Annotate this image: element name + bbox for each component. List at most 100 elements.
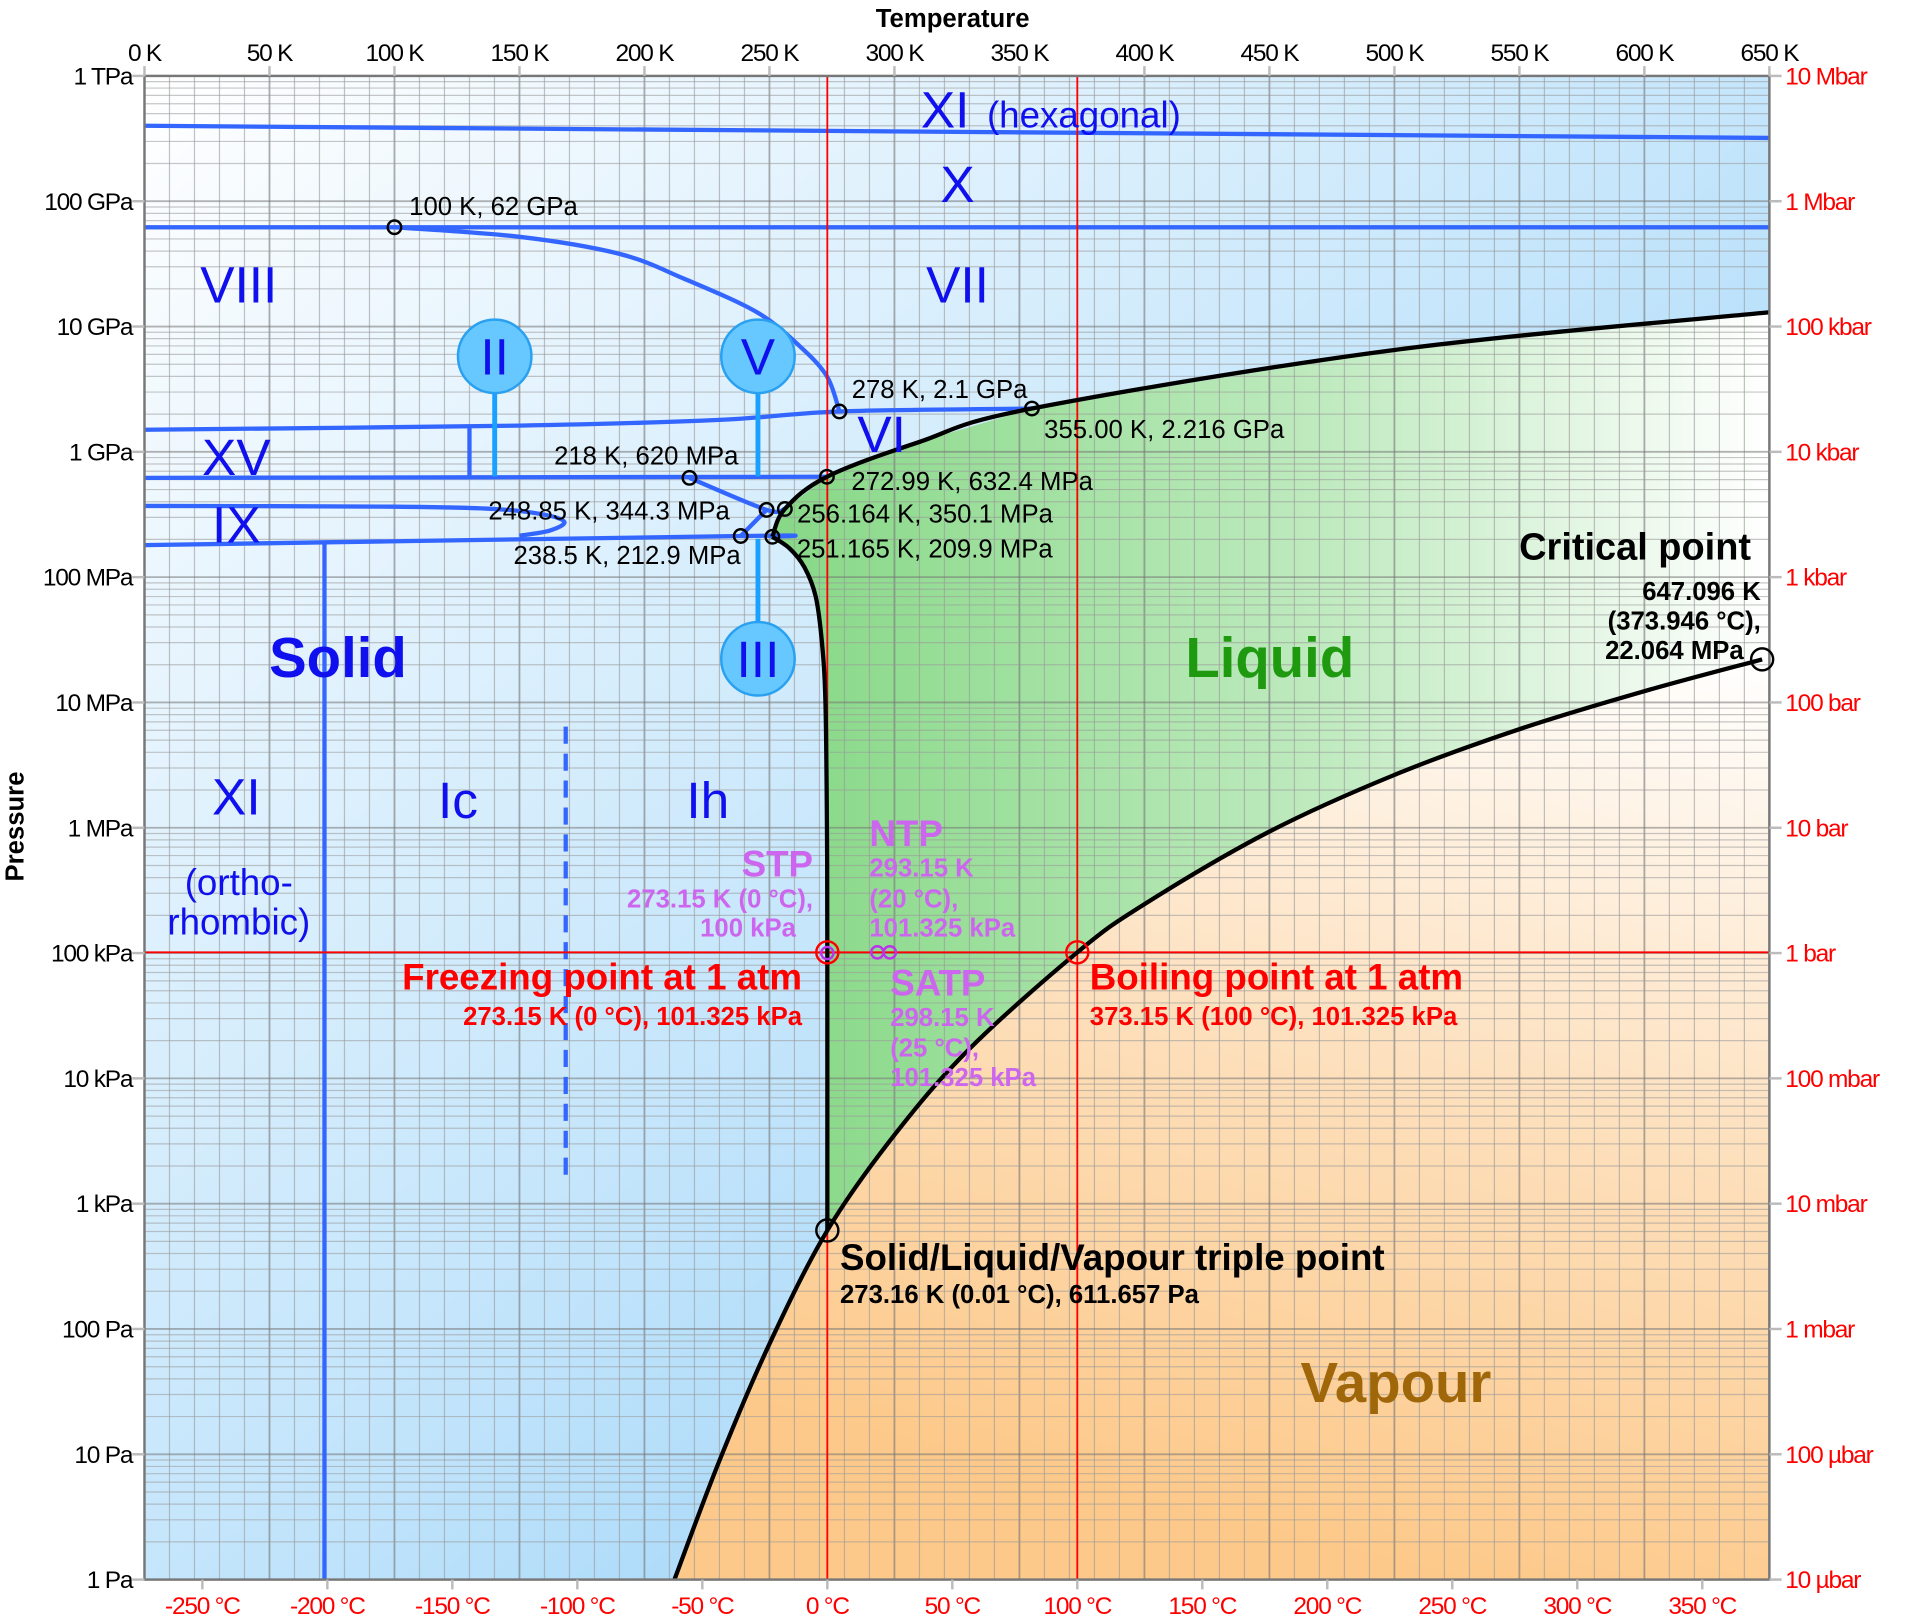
x-tick-label-kelvin: 600 K [1615,40,1675,67]
ntp-label: NTP 293.15 K (20 °C), 101.325 kPa [869,813,1015,943]
phase-label-xi-orth: XI [212,767,261,825]
phase-label-viii: VIII [200,255,277,313]
ice-v-marker: V [720,318,796,395]
satp-line3: 101.325 kPa [890,1064,1036,1092]
x-tick-label-kelvin: 550 K [1490,40,1550,67]
satp-label: SATP 298.15 K (25 °C), 101.325 kPa [890,963,1036,1093]
y-tick-label-pascal: 10 MPa [55,690,134,717]
y-tick-label-pascal: 1 MPa [68,815,134,842]
y-tick-label-pascal: 1 TPa [74,63,134,90]
x-tick-label-kelvin: 650 K [1740,40,1800,67]
y-tick-label-bar: 10 µbar [1785,1567,1861,1594]
x-tick-label-kelvin: 100 K [366,40,426,67]
stp-line2: 100 kPa [700,915,796,943]
phase-label-ii: II [480,328,509,386]
y-tick-label-bar: 100 bar [1785,690,1860,717]
point-marker [818,468,835,485]
y-tick-label-bar: 10 bar [1785,815,1848,842]
satp-line2: (25 °C), [890,1035,979,1063]
point-label: 256.164 K, 350.1 MPa [797,500,1053,528]
y-tick-label-pascal: 10 kPa [63,1066,133,1093]
stp-title: STP [742,844,813,885]
ice-boundary-line [144,474,827,480]
boiling-point-sub: 373.15 K (100 °C), 101.325 kPa [1090,1003,1458,1031]
y-tick-label-pascal: 100 MPa [43,565,134,592]
ice-boundary-line [394,225,842,413]
freezing-point-marker [815,940,840,965]
triple-point-marker [815,1218,840,1243]
y-tick-label-bar: 1 bar [1785,941,1836,968]
point-marker [681,469,698,486]
boiling-point-title: Boiling point at 1 atm [1090,956,1463,997]
satp-line1: 298.15 K [890,1004,995,1032]
point-label: 100 K, 62 GPa [409,193,578,221]
satp-marker [882,944,898,960]
ice-boundary-line [144,123,1770,141]
y-tick-label-bar: 1 mbar [1785,1317,1855,1344]
x-tick-label-celsius: -250 °C [165,1593,240,1620]
y-tick-label-pascal: 1 Pa [87,1567,134,1594]
axis-ticks: 0 K 50 K 100 K 150 K 200 K 250 K 300 K 350 K 400… [43,40,1881,1620]
x-tick-label-kelvin: 150 K [491,40,551,67]
y-tick-label-bar: 10 mbar [1785,1191,1867,1218]
y-tick-label-bar: 10 kbar [1785,439,1859,466]
phase-note-rhombic: rhombic) [167,901,310,942]
x-tick-label-kelvin: 400 K [1116,40,1176,67]
y-tick-label-bar: 100 kbar [1785,314,1872,341]
phase-note-hexagonal: (hexagonal) [987,94,1181,135]
high-pressure-melting-curve [770,310,1770,538]
point-label: 238.5 K, 212.9 MPa [513,542,741,570]
x-tick-label-celsius: 300 °C [1543,1593,1611,1620]
y-tick-label-pascal: 1 kPa [76,1191,134,1218]
y-tick-label-pascal: 100 Pa [62,1317,134,1344]
y-tick-label-pascal: 100 GPa [44,189,134,216]
freezing-point-sub: 273.15 K (0 °C), 101.325 kPa [463,1003,803,1031]
x-tick-label-celsius: -50 °C [671,1593,734,1620]
phase-label-x: X [940,155,974,213]
x-axis-title: Temperature [876,5,1030,33]
point-marker [764,528,781,545]
point-marker [732,528,749,544]
phase-label-iii: III [737,630,780,688]
phase-markers [492,393,761,623]
phase-label-xi-hex: XI [921,80,970,138]
x-tick-label-kelvin: 350 K [991,40,1051,67]
grid [144,75,1770,1580]
ntp-line3: 101.325 kPa [869,915,1015,943]
critical-point-label: Critical point 647.096 K (373.946 °C), 2… [1519,527,1761,665]
phase-label-liquid: Liquid [1185,626,1354,689]
ntp-title: NTP [869,813,942,854]
x-tick-label-celsius: 100 °C [1043,1593,1111,1620]
point-label: 355.00 K, 2.216 GPa [1044,416,1285,444]
ntp-line2: (20 °C), [869,885,958,913]
ice-boundary-line [144,503,567,538]
stp-line1: 273.15 K (0 °C), [627,885,813,913]
ice-iii-marker: III [720,620,796,697]
boiling-point-marker [1065,940,1090,965]
x-tick-label-kelvin: 50 K [247,40,294,67]
freezing-point-title: Freezing point at 1 atm [402,956,802,997]
phase-note-ortho: (ortho- [185,862,293,903]
stp-marker [819,945,835,961]
y-tick-label-bar: 100 µbar [1785,1442,1873,1469]
y-tick-label-bar: 1 Mbar [1785,189,1855,216]
point-marker [386,219,403,236]
vapour-pressure-curve [672,657,1763,1580]
y-tick-label-pascal: 100 kPa [51,941,134,968]
x-tick-label-kelvin: 500 K [1365,40,1425,67]
y-tick-label-pascal: 10 GPa [57,314,134,341]
point-label: 218 K, 620 MPa [554,442,739,470]
ntp-line1: 293.15 K [869,855,974,883]
vapour-region [674,659,1770,1580]
ice-phase-boundaries [144,123,1770,1580]
x-tick-label-celsius: -100 °C [540,1593,615,1620]
x-tick-label-celsius: -200 °C [290,1593,365,1620]
x-tick-label-kelvin: 0 K [128,40,163,67]
x-tick-label-celsius: -150 °C [415,1593,490,1620]
point-marker [831,403,848,420]
x-tick-label-celsius: 200 °C [1293,1593,1361,1620]
phase-label-ix: IX [212,495,261,553]
phase-label-ic: Ic [438,771,478,829]
x-tick-label-kelvin: 450 K [1241,40,1301,67]
phase-label-vapour: Vapour [1300,1351,1491,1414]
